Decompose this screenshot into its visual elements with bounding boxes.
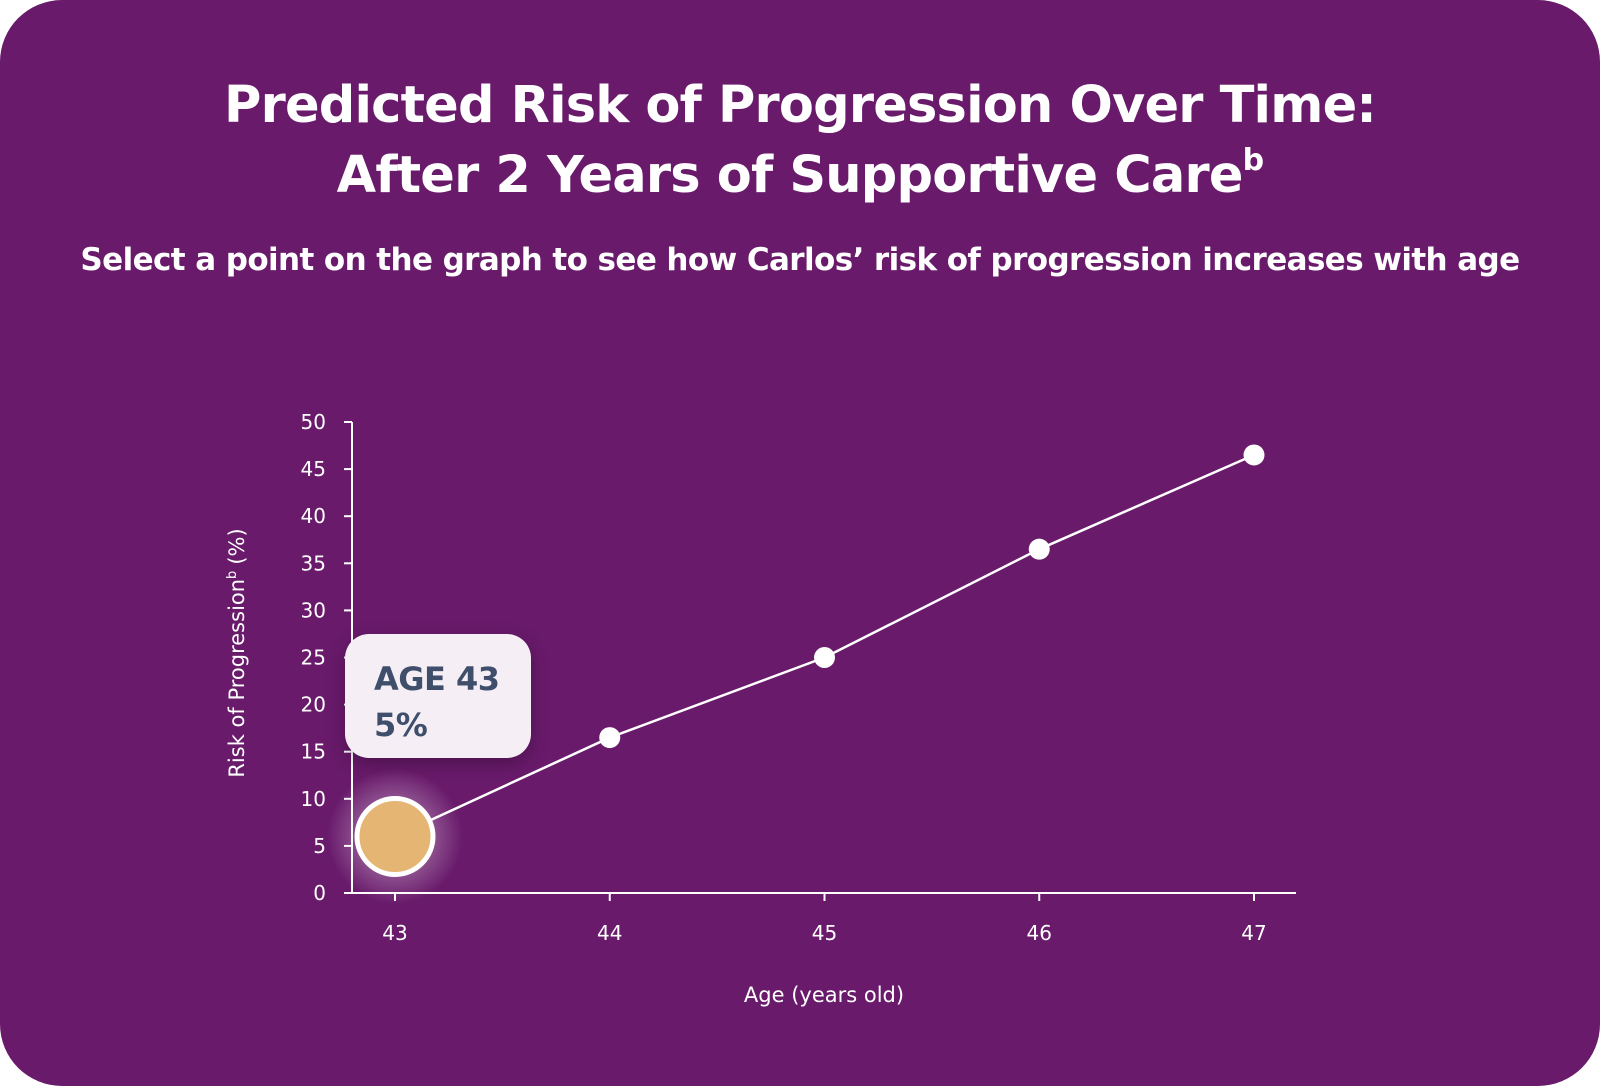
data-points xyxy=(327,444,1265,905)
y-axis-footnote-marker: b xyxy=(225,571,240,579)
x-tick-label: 45 xyxy=(812,921,837,945)
tooltip-value: 5% xyxy=(374,706,428,744)
y-tick-label: 15 xyxy=(301,740,326,764)
chart-title-line-2: After 2 Years of Supportive Careb xyxy=(0,143,1600,206)
y-tick-label: 30 xyxy=(301,598,326,622)
y-tick-label: 0 xyxy=(313,881,326,905)
data-point[interactable] xyxy=(1028,538,1050,560)
x-axis-title: Age (years old) xyxy=(744,983,904,1007)
y-axis-title-text: Risk of Progression xyxy=(225,579,249,778)
y-tick-label: 20 xyxy=(301,693,326,717)
y-tick-label: 5 xyxy=(313,834,326,858)
title-footnote-marker: b xyxy=(1242,143,1264,178)
y-tick-label: 45 xyxy=(301,457,326,481)
tooltip-age: AGE 43 xyxy=(374,660,500,698)
x-tick-label: 44 xyxy=(597,921,622,945)
y-tick-label: 10 xyxy=(301,787,326,811)
y-tick-label: 35 xyxy=(301,551,326,575)
chart-instructions: Select a point on the graph to see how C… xyxy=(80,242,1520,278)
data-point[interactable] xyxy=(814,647,835,668)
y-axis-unit: (%) xyxy=(225,528,249,564)
chart-title-line-2-text: After 2 Years of Supportive Care xyxy=(336,146,1244,205)
x-tick-label: 43 xyxy=(382,921,407,945)
y-axis-title: Risk of Progressionb (%) xyxy=(225,528,249,777)
y-tick-label: 50 xyxy=(301,410,326,434)
chart-title-line-1: Predicted Risk of Progression Over Time: xyxy=(224,76,1377,135)
data-point[interactable] xyxy=(1243,444,1265,466)
x-tick-label: 46 xyxy=(1027,921,1052,945)
selected-point-tooltip: AGE 43 5% xyxy=(345,634,531,758)
y-tick-label: 40 xyxy=(301,504,326,528)
x-tick-label: 47 xyxy=(1241,921,1266,945)
y-tick-label: 25 xyxy=(301,646,326,670)
data-point[interactable] xyxy=(599,727,621,749)
data-point-selected[interactable] xyxy=(354,795,436,877)
